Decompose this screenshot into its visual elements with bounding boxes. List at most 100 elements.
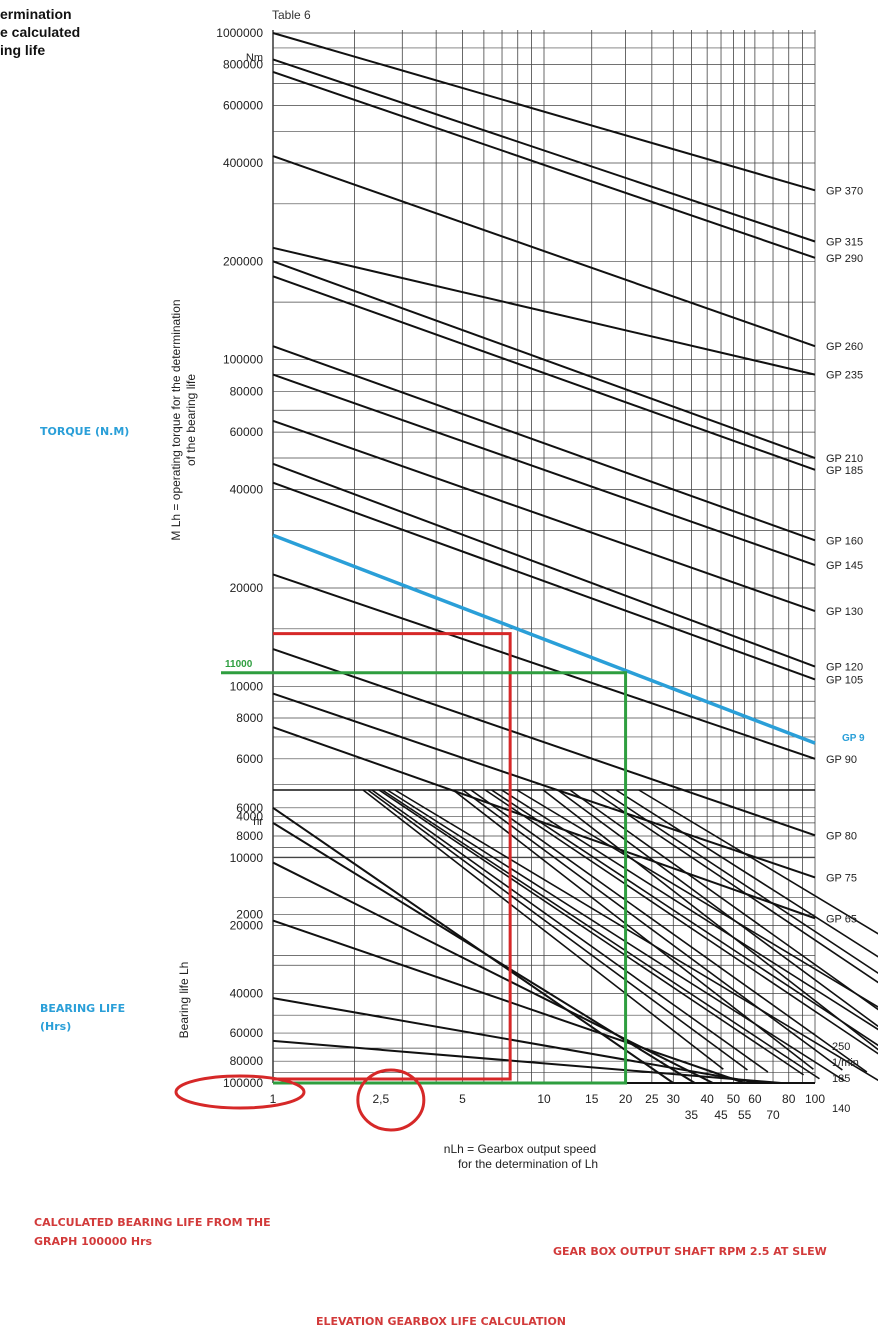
gp-line (272, 692, 816, 879)
life-line (491, 789, 878, 1047)
life-line (569, 789, 878, 1011)
life-line-label: 250 (832, 1041, 850, 1053)
gp-line (272, 155, 816, 348)
life-line (615, 789, 878, 958)
torque-tick-label: 6000 (236, 752, 263, 766)
torque-tick-label: 60000 (230, 425, 264, 439)
torque-axis-label-1: M Lh = operating torque for the determin… (169, 299, 183, 540)
life-line (484, 789, 878, 1055)
torque-tick-label: 1000000 (216, 26, 263, 40)
life-line (470, 789, 868, 1073)
bearing-life-note-2: (Hrs) (40, 1020, 72, 1033)
torque-tick-label: 2000 (236, 908, 263, 922)
speed-tick-label: 1 (270, 1092, 277, 1106)
life-line (378, 789, 805, 1076)
torque-tick-label: 40000 (230, 483, 264, 497)
life-tick-label: 40000 (230, 986, 264, 1000)
gp-label: GP 90 (826, 754, 857, 766)
bearing-life-note-1: BEARING LIFE (40, 1002, 126, 1015)
life-line (600, 789, 878, 975)
life-line-label: 185 (832, 1073, 850, 1085)
life-tick-label: 8000 (236, 829, 263, 843)
speed-tick-label: 30 (667, 1092, 681, 1106)
speed-tick-label: 15 (585, 1092, 599, 1106)
life-tick-label: 60000 (230, 1026, 264, 1040)
gp-label: GP 260 (826, 341, 863, 353)
speed-tick-label: 5 (459, 1092, 466, 1106)
life-line (381, 789, 820, 1080)
speed-tick-label: 2,5 (372, 1092, 389, 1106)
green-trace (221, 671, 628, 1085)
gp-line (272, 573, 816, 760)
life-line (557, 789, 878, 1028)
table-label: Table 6 (272, 8, 311, 22)
life-line (638, 789, 878, 935)
gp-label: GP 290 (826, 253, 863, 265)
speed-axis-label-1: nLh = Gearbox output speed (444, 1142, 596, 1156)
gp-label: GP 235 (826, 370, 863, 382)
life-tick-label: 20000 (230, 919, 264, 933)
header-line-1: ermination (0, 6, 72, 22)
calculated-life-note-2: GRAPH 100000 Hrs (34, 1235, 153, 1248)
gp-label: GP 160 (826, 535, 863, 547)
gp-line (272, 726, 816, 920)
speed-tick-label: 100 (805, 1092, 825, 1106)
life-line (272, 997, 759, 1084)
speed-tick-label: 80 (782, 1092, 796, 1106)
green-torque-label: 11000 (225, 659, 253, 670)
gp-line (272, 246, 816, 376)
red-trace (273, 632, 512, 1081)
gp-line (272, 345, 816, 542)
life-line (371, 789, 769, 1073)
gp-label: GP 105 (826, 674, 863, 686)
gp-label: GP 210 (826, 453, 863, 465)
speed-tick-label: 45 (714, 1108, 728, 1122)
speed-tick-label: 55 (738, 1108, 752, 1122)
gp-line (272, 70, 816, 259)
gp-line (272, 462, 816, 668)
torque-tick-label: 20000 (230, 581, 264, 595)
torque-tick-label: 10000 (230, 679, 264, 693)
gp-label: GP 145 (826, 560, 863, 572)
highlight-line (272, 533, 816, 745)
life-line (501, 789, 878, 1031)
life-line (272, 1039, 782, 1084)
torque-tick-label: 8000 (236, 711, 263, 725)
result-life-circle (174, 1074, 306, 1110)
speed-tick-label: 50 (727, 1092, 741, 1106)
life-line (362, 789, 724, 1070)
torque-axis-label-2: of the bearing life (184, 374, 198, 466)
calculated-life-note-1: CALCULATED BEARING LIFE FROM THE (34, 1216, 271, 1229)
life-unit-label: hr (253, 816, 263, 828)
gp-line (272, 58, 816, 243)
gp-label: GP 120 (826, 662, 863, 674)
speed-tick-label: 40 (700, 1092, 714, 1106)
gp-line (272, 419, 816, 612)
gp-label: GP 315 (826, 237, 863, 249)
gp-series-lines (272, 32, 878, 1084)
life-tick-label: 100000 (223, 1076, 263, 1090)
gp-line (272, 373, 816, 567)
life-tick-label: 80000 (230, 1054, 264, 1068)
life-tick-label: 10000 (230, 851, 264, 865)
speed-circle (356, 1068, 426, 1132)
highlight-line-label: GP 9 (842, 733, 865, 744)
life-line-label: 1/min (832, 1057, 859, 1069)
life-line (367, 789, 748, 1071)
gp-label: GP 185 (826, 465, 863, 477)
life-line (462, 789, 843, 1071)
gp-line (272, 648, 816, 837)
life-line-label: 140 (832, 1103, 850, 1115)
torque-tick-label: 600000 (223, 98, 263, 112)
torque-tick-label: 100000 (223, 353, 263, 367)
torque-tick-label: 4000 (236, 809, 263, 823)
torque-tick-label: 80000 (230, 384, 264, 398)
header-line-2: e calculated (0, 24, 81, 40)
gp-line (272, 481, 816, 681)
header-line-3: ing life (0, 42, 46, 58)
gp-line (272, 32, 816, 192)
gp-label: GP 75 (826, 872, 857, 884)
speed-tick-label: 25 (645, 1092, 659, 1106)
life-line (386, 789, 846, 1082)
